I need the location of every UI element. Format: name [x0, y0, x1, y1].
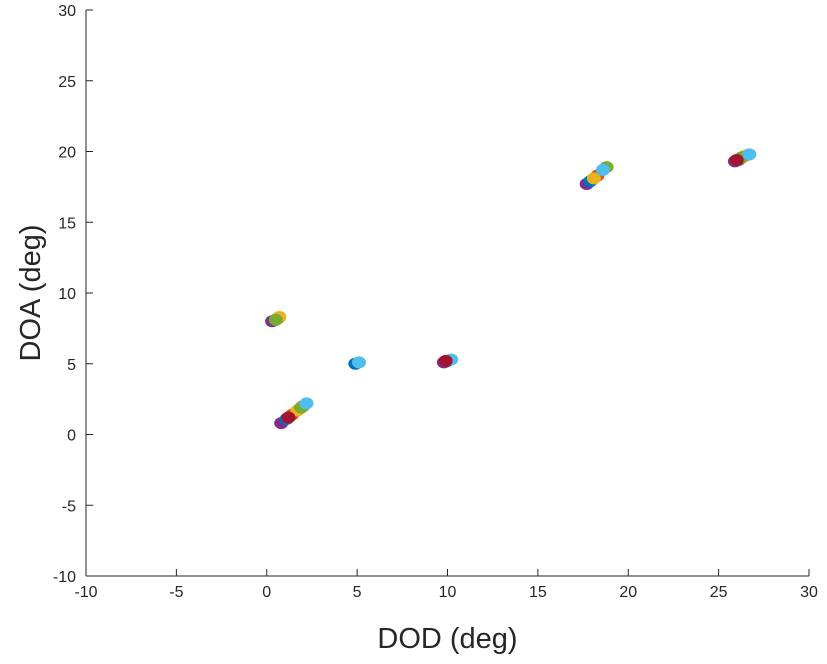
axes: -10 -5 0 5 10 15 20 25 30 -10 -5 0 5 10 15 20 25 30	[53, 3, 818, 601]
x-tick-label: 30	[800, 584, 818, 601]
data-points	[265, 148, 757, 430]
y-tick-label: 20	[58, 145, 76, 162]
x-tick-label: -10	[74, 584, 97, 601]
data-point	[351, 356, 366, 369]
x-tick-label: -5	[169, 584, 183, 601]
y-tick-label: 30	[58, 3, 76, 20]
y-tick-label: -5	[62, 498, 76, 515]
data-point	[595, 163, 610, 176]
data-point	[742, 148, 757, 161]
y-tick-label: 15	[58, 215, 76, 232]
x-tick-label: 0	[262, 584, 271, 601]
y-tick-label: -10	[53, 569, 76, 586]
y-tick-label: 0	[67, 428, 76, 445]
data-point	[299, 397, 314, 410]
x-tick-label: 20	[619, 584, 637, 601]
x-tick-label: 25	[710, 584, 728, 601]
x-tick-label: 10	[439, 584, 457, 601]
data-point	[586, 172, 601, 185]
x-axis-label: DOD (deg)	[377, 623, 517, 655]
y-axis-label: DOA (deg)	[15, 225, 47, 362]
data-point	[281, 411, 296, 424]
y-tick-label: 10	[58, 286, 76, 303]
x-tick-label: 5	[353, 584, 362, 601]
data-point	[729, 153, 744, 166]
y-tick-label: 5	[67, 357, 76, 374]
data-point	[268, 313, 283, 326]
x-tick-label: 15	[529, 584, 547, 601]
y-tick-label: 25	[58, 74, 76, 91]
data-point	[438, 354, 453, 367]
